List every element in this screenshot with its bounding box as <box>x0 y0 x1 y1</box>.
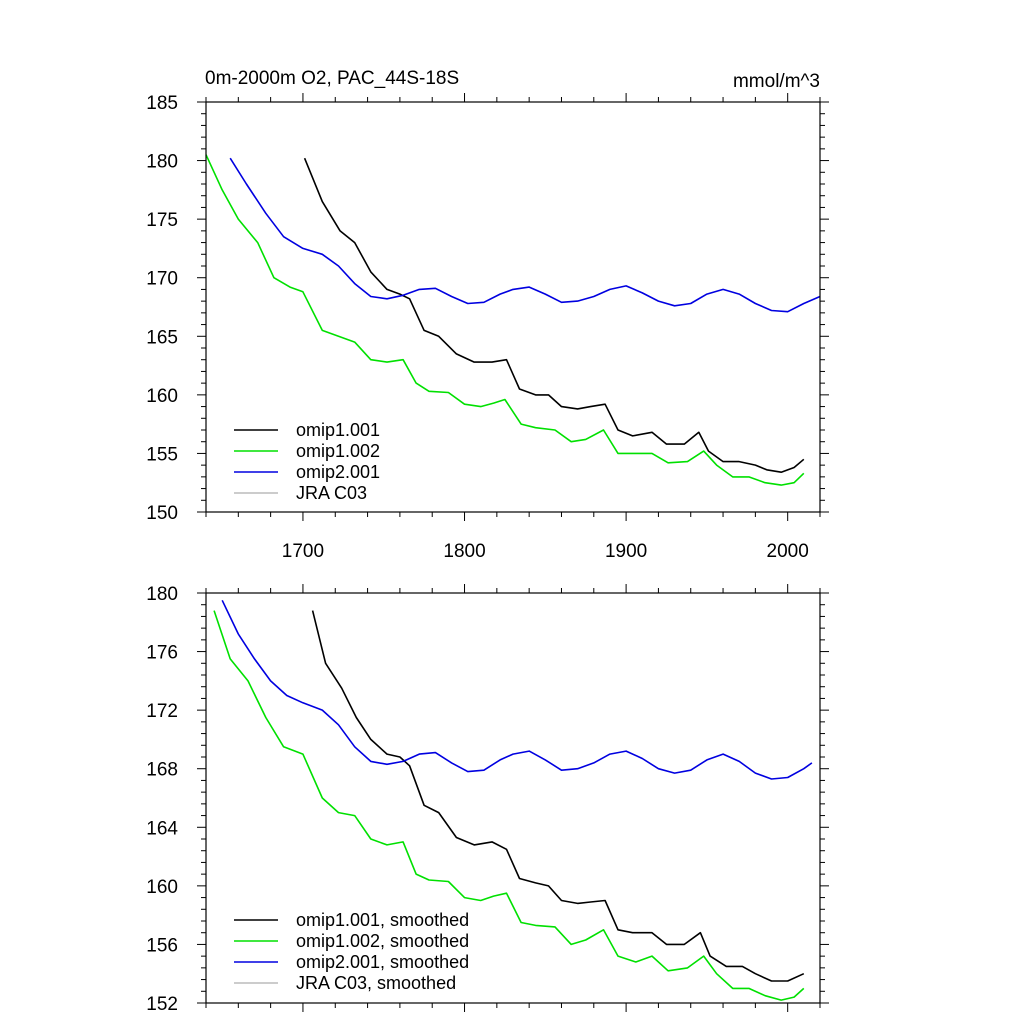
y-tick-label: 164 <box>146 818 178 839</box>
y-tick-label: 180 <box>146 152 178 173</box>
y-tick-label: 160 <box>146 877 178 898</box>
y-tick-label: 150 <box>146 503 178 524</box>
legend-label: omip2.001, smoothed <box>296 952 469 972</box>
top-panel: 1700 1800 1900 2000 150 155 160 165 170 175 180 185… <box>146 93 829 562</box>
series-line-3 <box>229 157 821 313</box>
legend-label: omip1.002 <box>296 441 380 461</box>
y-tick-label: 176 <box>146 643 178 664</box>
legend-label: omip1.001 <box>296 420 380 440</box>
y-tick-label: 152 <box>146 994 178 1015</box>
chart-title: 0m-2000m O2, PAC_44S-18S <box>205 68 459 89</box>
legend-label: omip2.001 <box>296 462 380 482</box>
legend-label: JRA C03, smoothed <box>296 973 456 993</box>
plot-frame <box>205 592 821 1004</box>
y-tick-label: 175 <box>146 210 178 231</box>
plot-frame <box>205 101 821 513</box>
y-tick-label: 170 <box>146 269 178 290</box>
y-tick-label: 165 <box>146 327 178 348</box>
y-tick-label: 172 <box>146 701 178 722</box>
legend-label: JRA C03 <box>296 483 367 503</box>
legend-label: omip1.002, smoothed <box>296 931 469 951</box>
series-line-2 <box>213 610 805 1001</box>
y-tick-label: 185 <box>146 93 178 114</box>
bottom-panel: 152 156 160 164 168 172 176 180 omip1.001, smoot… <box>146 584 829 1015</box>
y-tick-label: 180 <box>146 584 178 605</box>
y-tick-label: 156 <box>146 935 178 956</box>
y-tick-label: 168 <box>146 760 178 781</box>
series-line-1 <box>303 157 805 473</box>
x-tick-label: 1700 <box>282 541 324 562</box>
series-line-2 <box>205 154 805 486</box>
legend-label: omip1.001, smoothed <box>296 910 469 930</box>
series-line-1 <box>311 610 805 982</box>
y-tick-label: 155 <box>146 444 178 465</box>
x-tick-label: 2000 <box>767 541 809 562</box>
x-tick-label: 1900 <box>605 541 647 562</box>
y-tick-label: 160 <box>146 386 178 407</box>
series-line-3 <box>221 599 813 780</box>
x-tick-label: 1800 <box>443 541 485 562</box>
unit-label: mmol/m^3 <box>733 71 820 92</box>
